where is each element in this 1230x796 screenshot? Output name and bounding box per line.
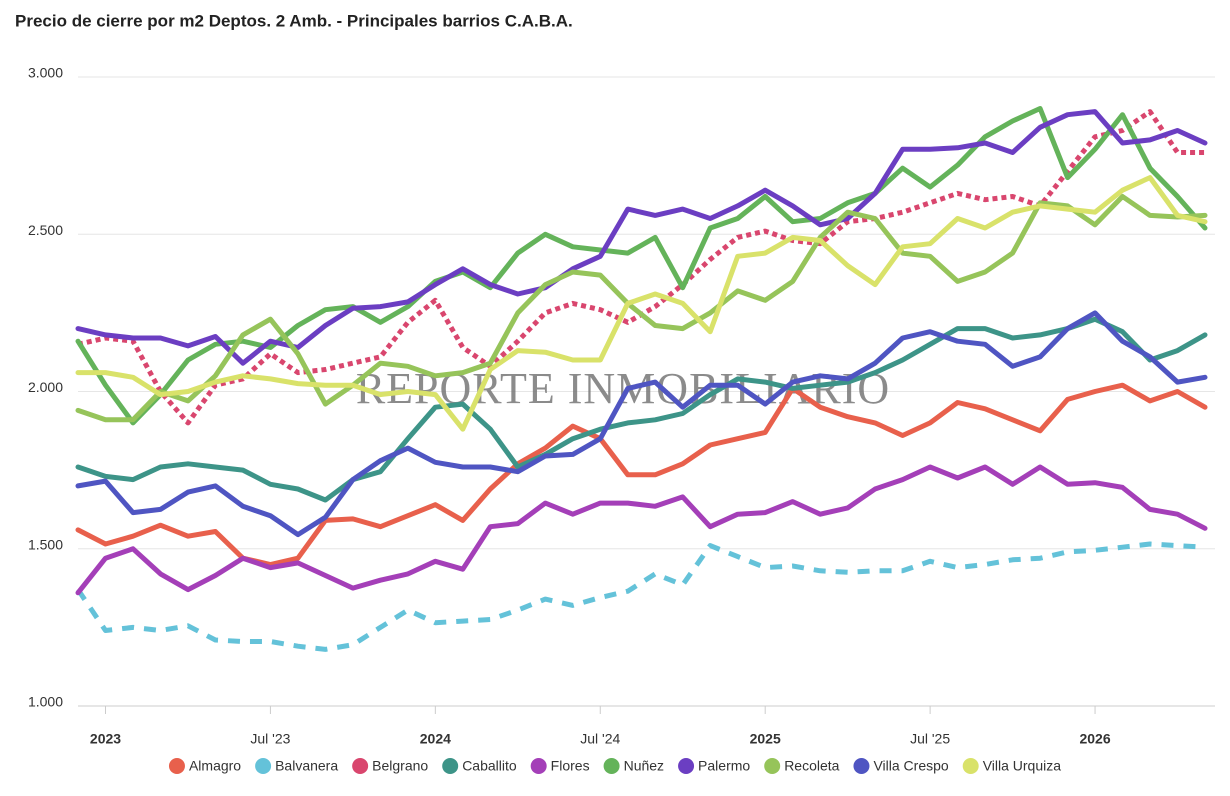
legend-label[interactable]: Recoleta (784, 758, 839, 774)
legend-marker (764, 758, 781, 774)
series-line (75, 109, 1208, 366)
legend-label[interactable]: Balvanera (275, 758, 338, 774)
legend-label[interactable]: Palermo (698, 758, 750, 774)
legend-label[interactable]: Villa Urquiza (983, 758, 1062, 774)
legend-marker (962, 758, 979, 774)
series-line (75, 310, 1208, 538)
series-line (75, 464, 1208, 596)
legend-marker (352, 758, 369, 774)
x-tick-label: Jul '24 (580, 731, 620, 747)
y-tick-label: 3.000 (28, 65, 63, 81)
legend-marker (853, 758, 870, 774)
x-tick-label: Jul '23 (250, 731, 290, 747)
series-line (75, 175, 1208, 432)
y-tick-label: 1.000 (28, 694, 63, 710)
legend-marker (442, 758, 459, 774)
legend-label[interactable]: Caballito (462, 758, 517, 774)
legend-marker (530, 758, 547, 774)
x-tick-label: 2025 (750, 731, 781, 747)
legend-marker (678, 758, 695, 774)
y-tick-label: 1.500 (28, 536, 63, 552)
legend-label[interactable]: Villa Crespo (873, 758, 948, 774)
legend-label[interactable]: Nuñez (624, 758, 664, 774)
series-line (75, 194, 1208, 423)
legend-marker (255, 758, 272, 774)
legend-label[interactable]: Flores (551, 758, 590, 774)
legend-marker (168, 758, 185, 774)
x-tick-label: 2026 (1079, 731, 1110, 747)
x-tick-label: 2024 (420, 731, 451, 747)
legend-marker (603, 758, 620, 774)
legend: Almagro Balvanera Belgrano Caballito Flores N… (168, 758, 1062, 774)
legend-label[interactable]: Almagro (189, 758, 241, 774)
legend-label[interactable]: Belgrano (372, 758, 428, 774)
y-tick-label: 2.000 (28, 379, 63, 395)
series-line (75, 316, 1208, 503)
x-tick-label: Jul '25 (910, 731, 950, 747)
x-tick-label: 2023 (90, 731, 121, 747)
y-tick-label: 2.500 (28, 222, 63, 238)
chart-title: Precio de cierre por m2 Deptos. 2 Amb. -… (15, 11, 573, 30)
series-line (75, 541, 1206, 652)
